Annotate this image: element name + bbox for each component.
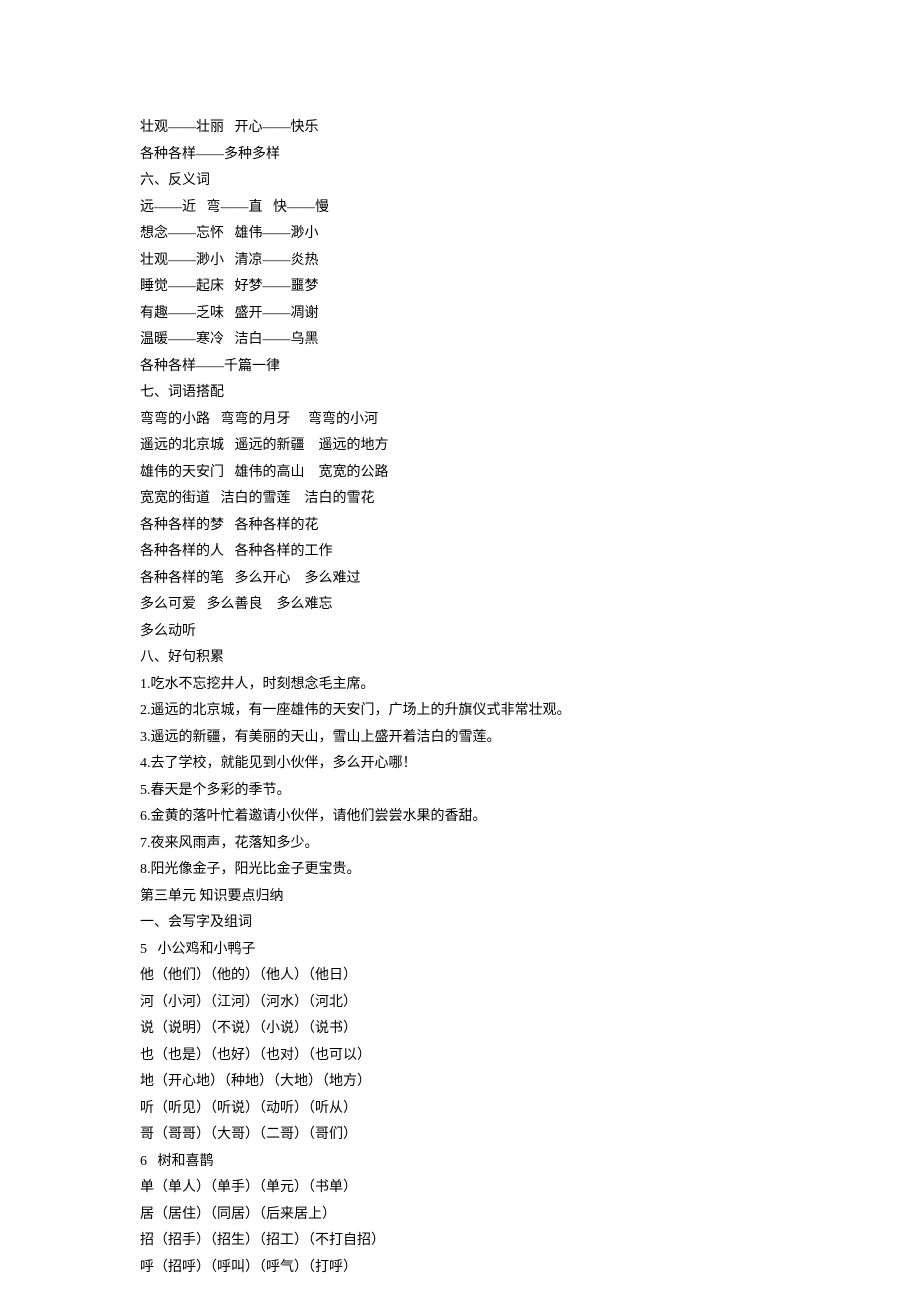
text-line: 多么动听 [140, 619, 780, 646]
text-line: 远——近 弯——直 快——慢 [140, 195, 780, 222]
text-line: 七、词语搭配 [140, 380, 780, 407]
text-line: 六、反义词 [140, 168, 780, 195]
text-line: 宽宽的街道 洁白的雪莲 洁白的雪花 [140, 486, 780, 513]
text-line: 雄伟的天安门 雄伟的高山 宽宽的公路 [140, 460, 780, 487]
text-line: 睡觉——起床 好梦——噩梦 [140, 274, 780, 301]
text-line: 壮观——渺小 清凉——炎热 [140, 248, 780, 275]
text-line: 8.阳光像金子，阳光比金子更宝贵。 [140, 857, 780, 884]
text-line: 居（居住）（同居）（后来居上） [140, 1202, 780, 1229]
text-line: 5 小公鸡和小鸭子 [140, 937, 780, 964]
text-line: 八、好句积累 [140, 645, 780, 672]
text-line: 4.去了学校，就能见到小伙伴，多么开心哪！ [140, 751, 780, 778]
text-line: 多么可爱 多么善良 多么难忘 [140, 592, 780, 619]
text-line: 招（招手）（招生）（招工）（不打自招） [140, 1228, 780, 1255]
text-line: 想念——忘怀 雄伟——渺小 [140, 221, 780, 248]
text-line: 各种各样的人 各种各样的工作 [140, 539, 780, 566]
text-line: 他（他们）（他的）（他人）（他日） [140, 963, 780, 990]
text-line: 哥（哥哥）（大哥）（二哥）（哥们） [140, 1122, 780, 1149]
text-line: 2.遥远的北京城，有一座雄伟的天安门，广场上的升旗仪式非常壮观。 [140, 698, 780, 725]
text-line: 呼（招呼）（呼叫）（呼气）（打呼） [140, 1255, 780, 1282]
text-line: 有趣——乏味 盛开——凋谢 [140, 301, 780, 328]
text-line: 弯弯的小路 弯弯的月牙 弯弯的小河 [140, 407, 780, 434]
text-line: 说（说明）（不说）（小说）（说书） [140, 1016, 780, 1043]
text-line: 地（开心地）（种地）（大地）（地方） [140, 1069, 780, 1096]
text-line: 单（单人）（单手）（单元）（书单） [140, 1175, 780, 1202]
text-line: 各种各样的梦 各种各样的花 [140, 513, 780, 540]
text-line: 1.吃水不忘挖井人，时刻想念毛主席。 [140, 672, 780, 699]
text-line: 各种各样——多种多样 [140, 142, 780, 169]
text-line: 也（也是）（也好）（也对）（也可以） [140, 1043, 780, 1070]
text-line: 各种各样——千篇一律 [140, 354, 780, 381]
text-line: 遥远的北京城 遥远的新疆 遥远的地方 [140, 433, 780, 460]
text-line: 温暖——寒冷 洁白——乌黑 [140, 327, 780, 354]
text-line: 6.金黄的落叶忙着邀请小伙伴，请他们尝尝水果的香甜。 [140, 804, 780, 831]
document-content: 壮观——壮丽 开心——快乐 各种各样——多种多样 六、反义词 远——近 弯——直… [140, 115, 780, 1281]
text-line: 各种各样的笔 多么开心 多么难过 [140, 566, 780, 593]
text-line: 壮观——壮丽 开心——快乐 [140, 115, 780, 142]
text-line: 7.夜来风雨声，花落知多少。 [140, 831, 780, 858]
text-line: 5.春天是个多彩的季节。 [140, 778, 780, 805]
text-line: 一、会写字及组词 [140, 910, 780, 937]
text-line: 河（小河）（江河）（河水）（河北） [140, 990, 780, 1017]
text-line: 听（听见）（听说）（动听）（听从） [140, 1096, 780, 1123]
text-line: 第三单元 知识要点归纳 [140, 884, 780, 911]
text-line: 6 树和喜鹊 [140, 1149, 780, 1176]
text-line: 3.遥远的新疆，有美丽的天山，雪山上盛开着洁白的雪莲。 [140, 725, 780, 752]
